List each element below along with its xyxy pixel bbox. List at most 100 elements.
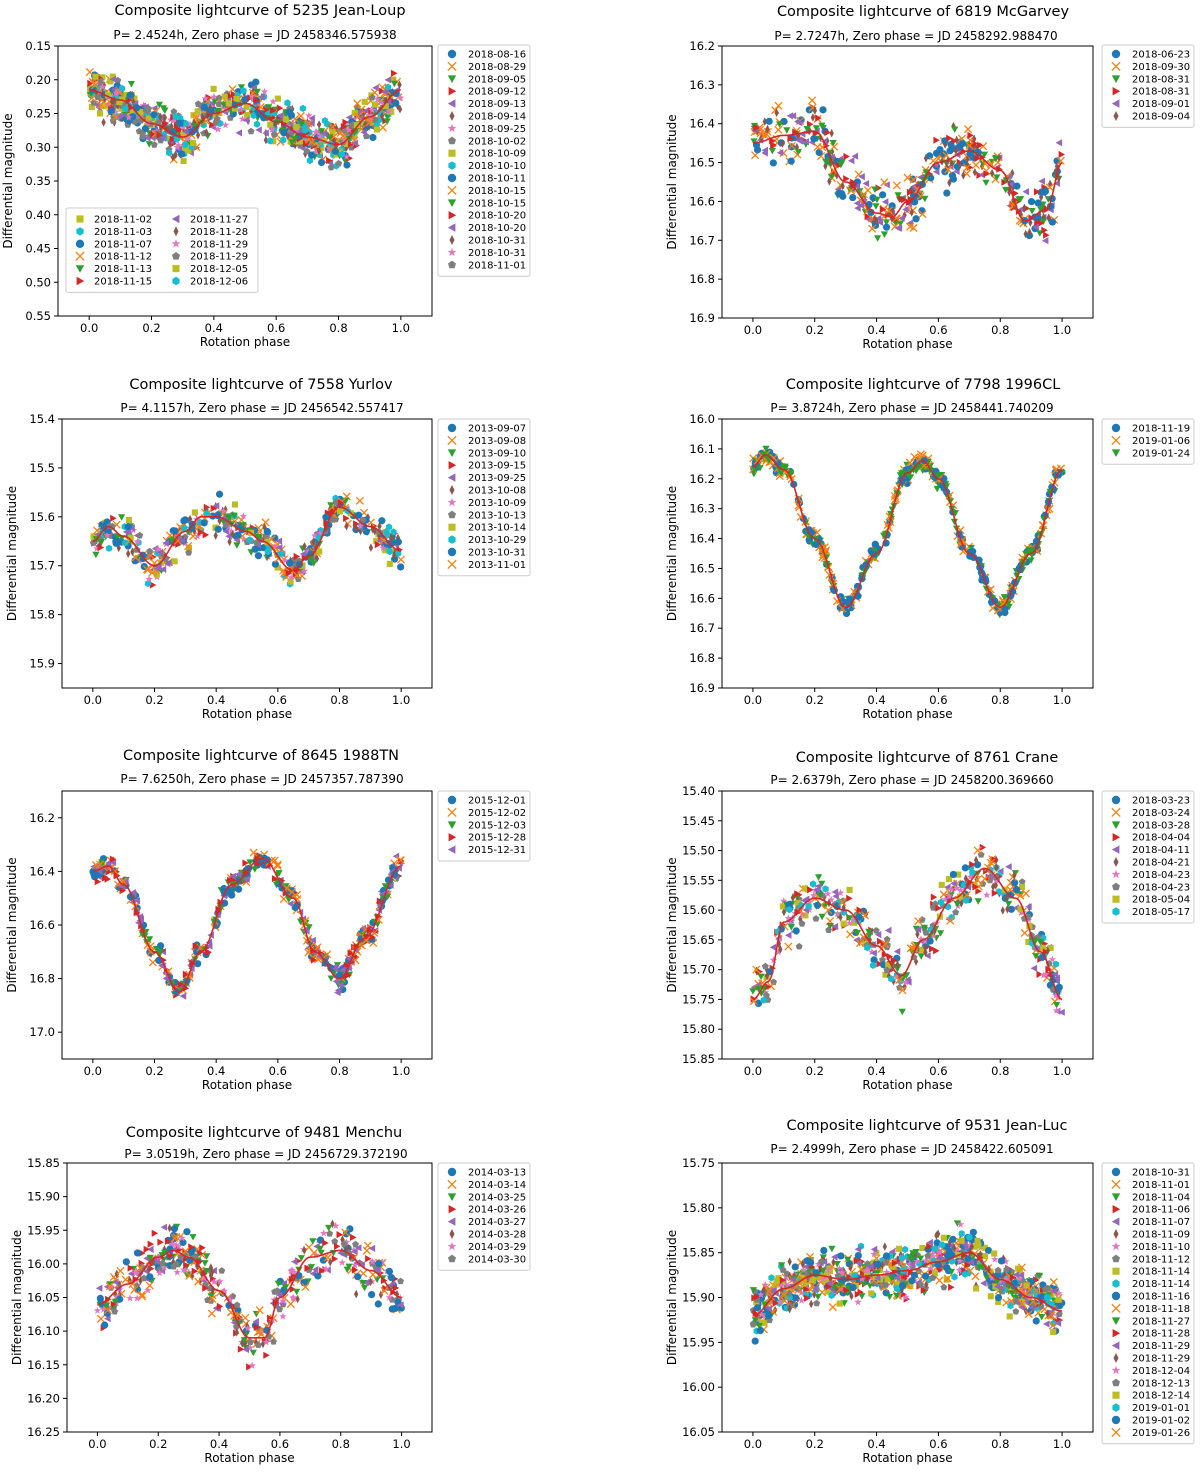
legend-entry: 2013-09-08 (468, 436, 526, 447)
data-point (1046, 213, 1051, 222)
data-point (812, 106, 817, 115)
data-point (967, 131, 974, 139)
data-point (956, 886, 965, 894)
legend-entry: 2014-03-26 (468, 1205, 526, 1216)
data-point (880, 178, 889, 187)
data-point (819, 1275, 827, 1283)
data-point (753, 146, 762, 154)
data-point (901, 978, 910, 986)
data-point (853, 930, 861, 937)
data-point (225, 100, 232, 107)
data-point (795, 942, 803, 950)
data-point (819, 106, 827, 114)
data-point (336, 1231, 343, 1239)
data-point (800, 1259, 805, 1269)
data-point (761, 962, 769, 970)
data-point (326, 134, 334, 141)
x-tick-label: 0.8 (330, 1064, 348, 1078)
data-point (182, 119, 189, 127)
data-point (1011, 1294, 1019, 1302)
y-tick-label: 0.15 (25, 39, 51, 53)
data-point (882, 1281, 890, 1288)
data-point (316, 120, 322, 129)
data-point (947, 1268, 956, 1276)
data-point (291, 1258, 298, 1266)
y-tick-label: 15.8 (29, 608, 55, 622)
x-tick-label: 0.0 (88, 1437, 106, 1451)
chart-subtitle: P= 2.4524h, Zero phase = JD 2458346.5759… (113, 28, 396, 42)
data-point (237, 1345, 245, 1353)
data-point (132, 1267, 141, 1275)
data-point (239, 522, 247, 529)
data-point (872, 927, 880, 934)
data-point (774, 101, 783, 110)
data-point (112, 88, 120, 97)
data-point (214, 125, 222, 133)
data-point (179, 992, 187, 1000)
data-point (286, 559, 294, 567)
data-point (168, 128, 177, 136)
x-tick-label: 0.6 (267, 321, 285, 335)
data-point (231, 501, 239, 508)
data-point (876, 960, 883, 968)
data-point (855, 1259, 862, 1267)
data-point (119, 887, 126, 895)
data-point (368, 1244, 376, 1252)
data-point (92, 551, 100, 559)
data-point (287, 573, 295, 581)
data-point (1013, 182, 1021, 190)
data-point (962, 890, 971, 900)
data-point (337, 981, 344, 989)
data-point (793, 1284, 800, 1292)
data-point (867, 935, 872, 945)
data-point (246, 536, 253, 544)
data-point (387, 1273, 396, 1282)
data-point (787, 157, 795, 165)
data-point (172, 1232, 181, 1242)
legend-marker (1111, 75, 1121, 83)
data-point (274, 1295, 279, 1305)
data-point (96, 1294, 104, 1303)
x-tick-label: 0.6 (929, 693, 947, 707)
data-point (815, 874, 823, 881)
data-point (353, 112, 363, 121)
data-point (397, 104, 403, 114)
data-point (179, 1238, 187, 1247)
legend-entry: 2018-10-31 (468, 248, 526, 259)
data-point (948, 1283, 955, 1291)
data-point (1002, 1275, 1010, 1283)
legend-entry: 2018-12-06 (190, 277, 248, 288)
data-point (813, 901, 822, 909)
legend-entry: 2018-11-12 (94, 252, 152, 263)
data-point (888, 1248, 896, 1256)
data-point (216, 1277, 224, 1285)
data-point (127, 534, 134, 541)
data-point (989, 168, 995, 178)
x-tick-label: 0.2 (149, 1437, 167, 1451)
data-point (838, 604, 847, 613)
data-point (188, 524, 196, 532)
data-point (808, 1272, 813, 1282)
data-point (116, 1295, 124, 1303)
x-tick-label: 0.4 (867, 323, 885, 337)
data-point (825, 1283, 832, 1291)
data-point (926, 1242, 933, 1250)
data-point (895, 960, 900, 970)
legend-marker (447, 1167, 457, 1177)
data-point (927, 1253, 935, 1261)
data-point (837, 1252, 845, 1260)
data-point (273, 1287, 281, 1294)
legend-marker (447, 449, 457, 457)
data-point (882, 1252, 891, 1260)
data-point (870, 956, 878, 964)
data-point (974, 154, 981, 162)
data-point (1007, 180, 1015, 188)
data-point (383, 118, 391, 125)
data-point (323, 950, 332, 959)
data-point (916, 450, 925, 459)
legend-entry: 2013-10-14 (468, 523, 526, 534)
data-point (311, 1266, 319, 1274)
data-point (265, 104, 273, 111)
data-point (961, 864, 969, 872)
data-point (1050, 1328, 1057, 1336)
